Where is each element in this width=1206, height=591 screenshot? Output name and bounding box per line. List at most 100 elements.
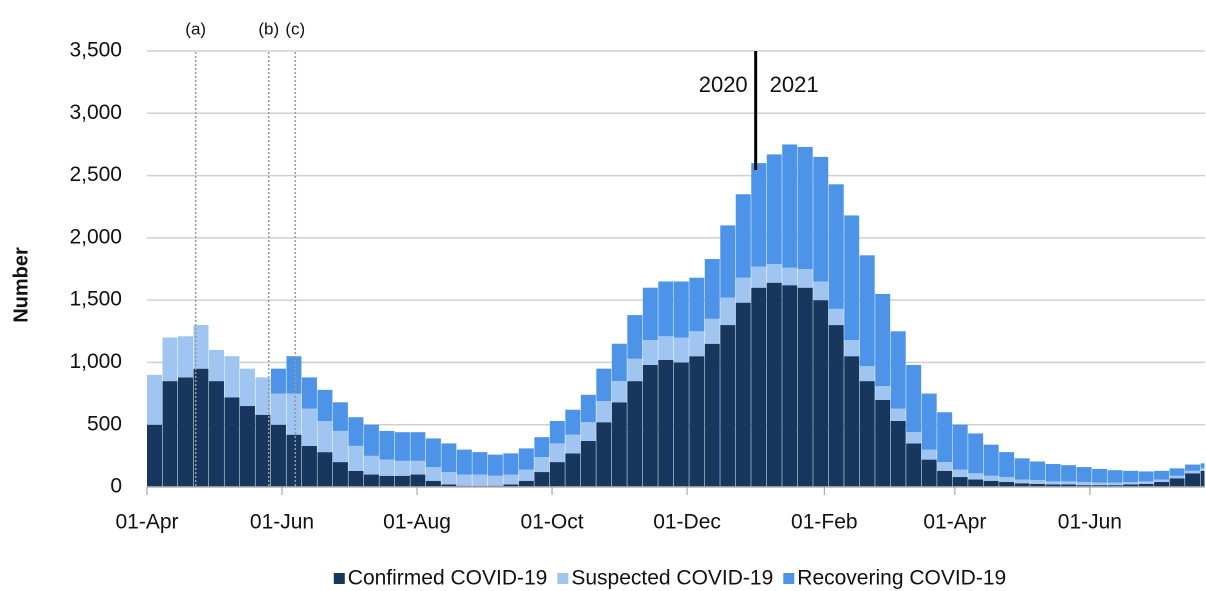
bar-segment (1185, 470, 1201, 474)
bar-segment (875, 386, 891, 400)
bar-segment (658, 336, 674, 360)
bar-segment (270, 368, 286, 394)
bar-segment (627, 381, 643, 487)
bar-segment (968, 479, 984, 487)
legend-swatch (557, 573, 569, 584)
y-tick-label: 2,000 (69, 225, 122, 248)
bar-segment (627, 315, 643, 359)
bar-segment (286, 393, 302, 435)
bar-segment (999, 452, 1015, 478)
bar-segment (859, 381, 875, 487)
bar-segment (1200, 463, 1205, 469)
bar-segment (255, 414, 271, 487)
bar-segment (735, 277, 751, 303)
bar-segment (983, 444, 999, 476)
bar-segment (596, 422, 612, 487)
bar-segment (348, 470, 364, 487)
y-tick-label: 3,500 (69, 39, 122, 62)
bar-segment (255, 377, 271, 415)
x-tick-label: 01-Oct (521, 511, 584, 534)
bar-segment (363, 455, 379, 475)
bar-segment (239, 368, 255, 407)
bar-segment (828, 308, 844, 326)
bar-segment (301, 445, 317, 487)
bar-segment (1030, 480, 1046, 484)
bar-segment (906, 432, 922, 444)
bar-segment (952, 424, 968, 470)
x-tick-label: 01-Dec (653, 511, 721, 534)
bar-segment (177, 336, 193, 378)
bar-segment (503, 453, 519, 475)
bar-segment (580, 440, 596, 487)
bar-segment (549, 443, 565, 463)
bar-segment (766, 264, 782, 283)
bar-segment (766, 154, 782, 265)
bar-segment (1185, 464, 1201, 471)
event-label: (b) (258, 19, 279, 38)
bar-segment (797, 269, 813, 288)
bar-segment (472, 452, 488, 475)
bar-segment (270, 393, 286, 425)
bar-segment (1045, 484, 1061, 487)
bar-segment (1123, 482, 1139, 485)
bar-segment (301, 377, 317, 409)
bar-segment (937, 462, 953, 471)
bar-segment (844, 356, 860, 487)
bar-segment (1092, 468, 1108, 483)
bar-segment (673, 281, 689, 338)
bar-segment (782, 267, 798, 286)
bar-segment (1014, 483, 1030, 487)
bar-segment (751, 266, 767, 288)
legend-swatch (783, 573, 795, 584)
bar-segment (658, 359, 674, 487)
bar-segment (813, 281, 829, 301)
bar-segment (580, 394, 596, 423)
bar-segment (162, 337, 178, 382)
bar-segment (1061, 484, 1077, 487)
bar-segment (875, 399, 891, 487)
y-tick-label: 1,000 (69, 350, 122, 373)
bar-segment (379, 475, 395, 487)
bar-segment (379, 459, 395, 476)
bar-segment (224, 356, 240, 398)
bar-segment (689, 277, 705, 332)
bar-segment (735, 302, 751, 487)
bar-segment (162, 381, 178, 487)
bar-segment (518, 448, 534, 470)
bar-segment (1030, 461, 1046, 481)
bar-segment (704, 259, 720, 319)
bar-segment (441, 472, 457, 485)
bar-segment (673, 337, 689, 363)
bar-segment (1200, 468, 1205, 471)
bar-segment (1076, 482, 1092, 486)
bar-segment (797, 287, 813, 487)
bar-segment (797, 146, 813, 269)
bar-segment (921, 459, 937, 487)
bar-segment (1138, 483, 1154, 487)
bar-segment (394, 475, 410, 487)
bar-segment (937, 470, 953, 487)
bar-segment (425, 480, 441, 487)
y-tick-label: 2,500 (69, 163, 122, 186)
y-axis-title: Number (10, 247, 32, 323)
bar-segment (813, 300, 829, 487)
bar-segment (518, 469, 534, 481)
bar-segment (751, 163, 767, 267)
bar-segment (1123, 470, 1139, 483)
bar-segment (147, 424, 162, 487)
bar-segment (704, 343, 720, 487)
bar-segment (844, 340, 860, 357)
bar-segment (534, 437, 550, 458)
bar-segment (611, 343, 627, 382)
bar-segment (673, 362, 689, 487)
bar-segment (549, 462, 565, 487)
bar-segment (782, 285, 798, 487)
bar-segment (1014, 458, 1030, 480)
event-label: (a) (185, 19, 206, 38)
bar-segment (425, 438, 441, 468)
bar-segment (859, 255, 875, 367)
bar-segment (813, 156, 829, 282)
bar-segment (1092, 485, 1108, 487)
bar-segment (689, 331, 705, 357)
bar-segment (828, 184, 844, 309)
